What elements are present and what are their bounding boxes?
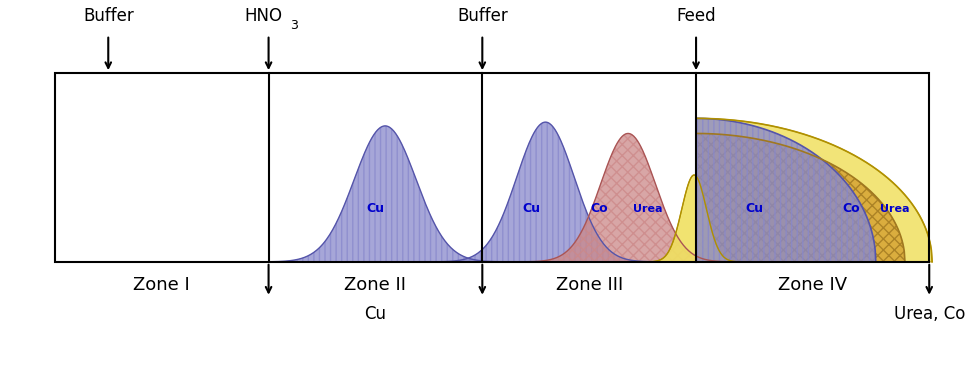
Text: Zone III: Zone III: [555, 276, 623, 294]
Text: Buffer: Buffer: [83, 7, 134, 25]
Text: Urea: Urea: [880, 204, 910, 214]
Text: Urea: Urea: [632, 204, 663, 214]
Polygon shape: [407, 122, 684, 262]
Text: Zone I: Zone I: [134, 276, 190, 294]
Polygon shape: [235, 126, 535, 262]
Text: Zone IV: Zone IV: [778, 276, 847, 294]
Text: Co: Co: [842, 203, 860, 216]
Polygon shape: [696, 118, 932, 262]
Polygon shape: [696, 118, 875, 262]
Polygon shape: [634, 175, 754, 262]
Text: Cu: Cu: [366, 203, 385, 216]
Text: Cu: Cu: [364, 305, 386, 323]
Polygon shape: [496, 134, 760, 262]
Polygon shape: [696, 134, 905, 262]
Text: 3: 3: [290, 19, 298, 32]
Text: Cu: Cu: [522, 203, 540, 216]
Text: Buffer: Buffer: [457, 7, 508, 25]
Text: Cu: Cu: [746, 203, 763, 216]
Text: Feed: Feed: [676, 7, 715, 25]
Text: Urea, Co: Urea, Co: [894, 305, 965, 323]
Text: HNO: HNO: [245, 7, 283, 25]
Text: Zone II: Zone II: [345, 276, 406, 294]
Text: Co: Co: [590, 203, 608, 216]
